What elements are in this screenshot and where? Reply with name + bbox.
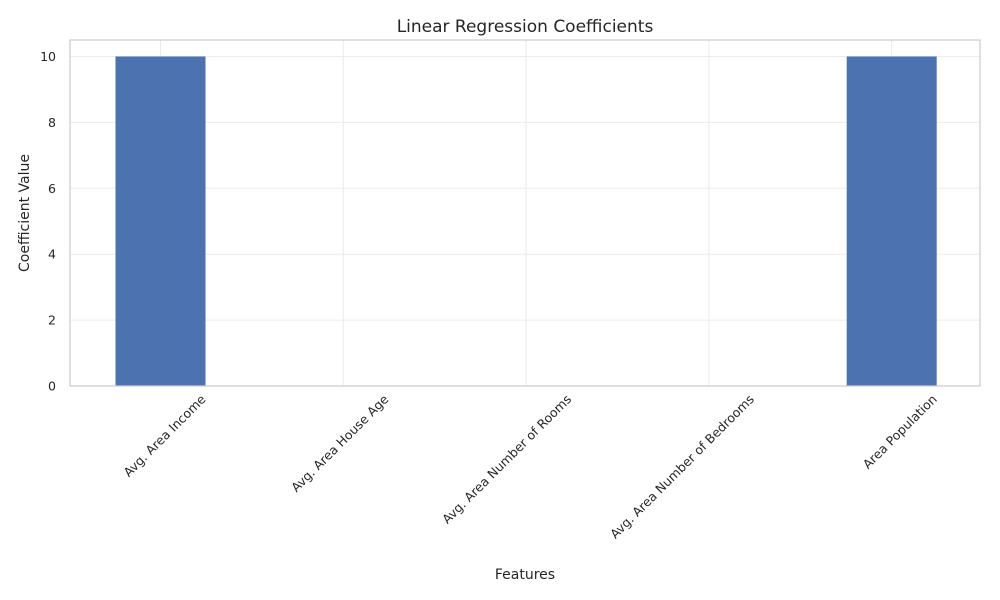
y-tick-label: 10	[40, 49, 56, 64]
y-tick-label: 6	[48, 181, 56, 196]
bars	[115, 56, 937, 386]
bar	[846, 56, 937, 386]
x-axis-label: Features	[495, 567, 555, 583]
y-axis-label: Coefficient Value	[17, 154, 33, 272]
y-tick-labels: 0 2 4 6 8 10	[40, 49, 56, 394]
plot-frame	[69, 39, 981, 387]
y-tick-label: 4	[48, 247, 56, 262]
bar	[115, 56, 206, 386]
y-tick-label: 0	[48, 379, 56, 394]
y-tick-label: 2	[48, 313, 56, 328]
chart-title: Linear Regression Coefficients	[397, 17, 654, 37]
y-tick-label: 8	[48, 115, 56, 130]
